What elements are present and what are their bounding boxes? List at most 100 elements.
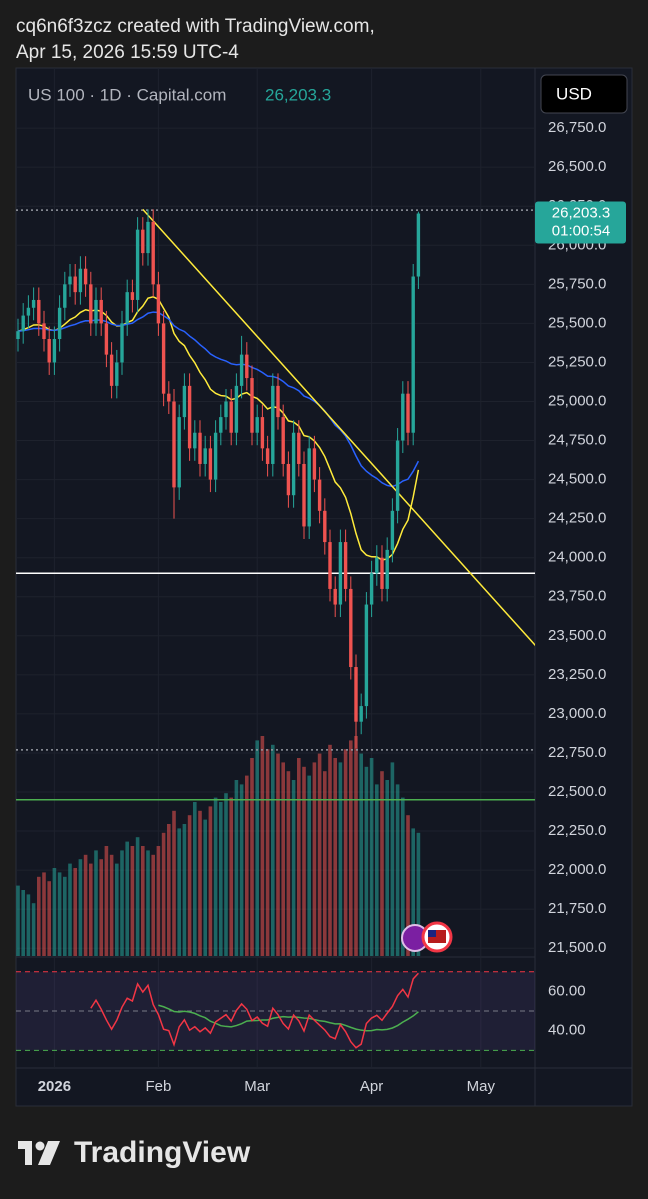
candle-body [198,432,202,464]
candle-body [161,323,166,394]
volume-bar [104,846,109,956]
volume-bar [208,806,213,956]
last-price: 26,203.3 [265,85,331,104]
candle-body [94,299,98,324]
candle-body [338,542,343,605]
candle-body [68,276,72,285]
candle-body [375,557,379,574]
volume-bar [68,863,72,956]
candle-body [369,573,374,605]
volume-bar [63,876,67,956]
volume-bar [343,749,348,956]
volume-bar [99,859,103,956]
x-tick-label: Feb [145,1078,171,1095]
x-tick-label: 2026 [38,1078,71,1095]
volume-bar [161,832,166,956]
volume-bar [26,894,31,956]
candle-body [312,448,317,480]
x-tick-label: Apr [360,1078,383,1095]
volume-bar [338,762,343,956]
candle-body [47,339,51,363]
flag [428,930,436,937]
volume-bar [385,780,389,956]
rsi-line [90,972,419,1049]
candle-body [57,307,62,340]
y-tick-label: 23,500.0 [548,627,606,644]
volume-bar [115,863,119,956]
candle-body [245,354,249,379]
candle-body [208,448,213,480]
candle-body [250,378,254,433]
volume-bar [57,872,62,956]
volume-bar [380,771,384,956]
candle-body [343,542,348,589]
volume-bar [78,859,83,956]
candle-body [323,510,327,543]
credit: cq6n6f3zcz created with TradingView.com, [16,16,375,37]
timestamp: Apr 15, 2026 15:59 UTC-4 [16,42,239,63]
candle-body [271,385,275,464]
y-tick-label: 23,250.0 [548,666,606,683]
volume-bar [109,854,114,956]
volume-bar [141,846,145,956]
volume-bar [172,810,176,956]
candle-body [21,315,25,332]
candle-body [401,393,405,441]
candle-body [37,299,41,324]
y-tick-label: 25,500.0 [548,314,606,331]
volume-bar [291,780,296,956]
candle-body [307,448,311,527]
volume-bar [369,758,374,956]
volume-bar [276,753,280,956]
volume-bar [213,797,218,956]
volume-bar [182,824,187,956]
y-tick-label: 22,500.0 [548,783,606,800]
candle-body [234,385,239,433]
volume-bar [219,802,223,956]
candle-body [364,604,369,707]
volume-bar [307,775,311,956]
candle-body [317,479,322,511]
volume-bar [416,832,421,956]
rsi-tick-label: 40.00 [548,1022,586,1039]
volume-bar [333,758,337,956]
candle-body [255,417,259,433]
y-tick-label: 21,500.0 [548,939,606,956]
volume-bar [390,762,395,956]
candle-body [99,299,103,324]
candle-body [120,323,124,363]
moving-average [17,311,420,488]
candle-body [297,432,301,464]
candle-body [276,385,280,418]
currency-button[interactable] [540,74,628,114]
volume-bar [239,784,244,956]
candle-body [349,588,353,668]
candle-body [135,229,140,300]
volume-bar [52,868,57,956]
volume-bar [312,762,317,956]
logo [18,1141,60,1165]
candle-body [260,417,265,449]
candle-body [89,284,93,324]
volume-bar [260,736,265,956]
candle-body [73,276,77,293]
volume-bar [411,828,415,956]
currency[interactable]: USD [556,84,592,103]
x-tick-label: May [467,1078,496,1095]
candle-body [385,549,389,589]
y-tick-label: 25,750.0 [548,275,606,292]
logo-shape [38,1141,60,1165]
candle-body [156,284,161,324]
volume-bar [401,797,405,956]
y-tick-label: 24,250.0 [548,510,606,527]
candle-body [239,354,244,386]
volume-bar [271,744,275,956]
price-tag [535,201,626,244]
volume-bar [286,771,291,956]
volume-bar [224,793,228,956]
candle-body [359,706,363,722]
candle-body [16,331,20,340]
candle-body [109,354,114,386]
volume-bar [167,824,171,956]
volume-bar [94,850,98,956]
